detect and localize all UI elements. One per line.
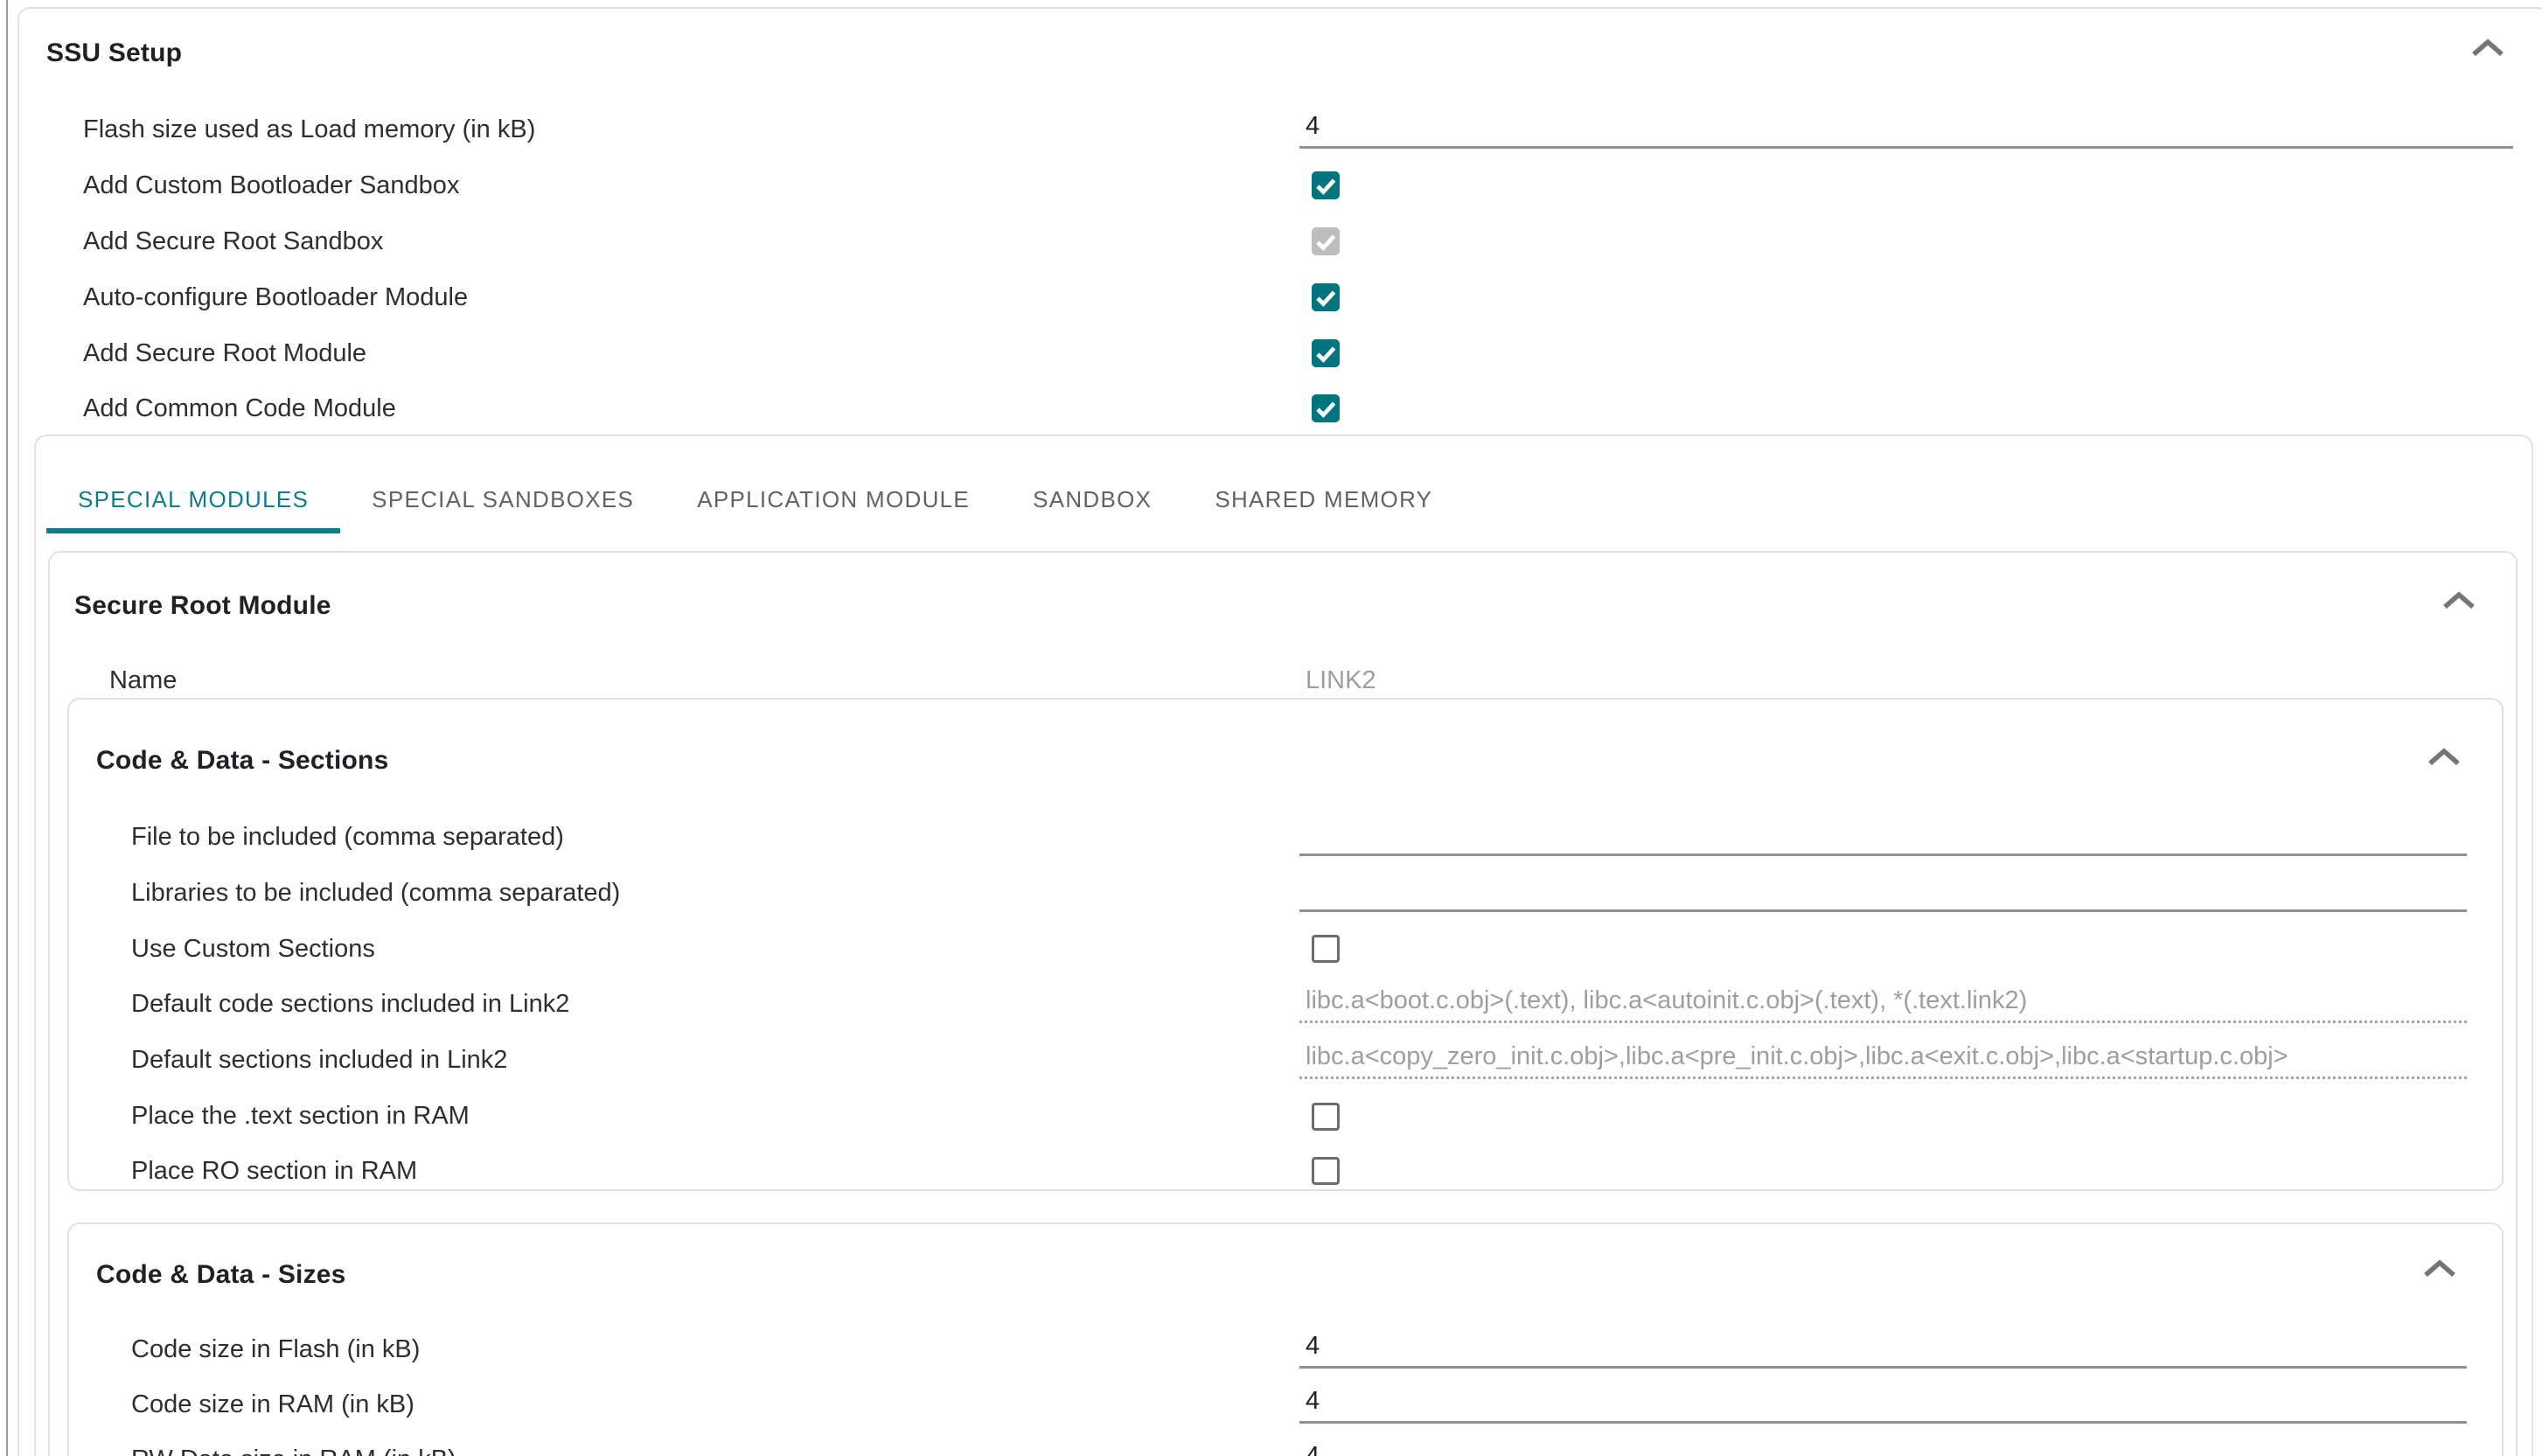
checkbox-checked-icon[interactable] <box>1312 394 1340 422</box>
checkbox-unchecked-icon[interactable] <box>1312 935 1340 963</box>
field-label: Add Common Code Module <box>83 394 396 422</box>
tab-sandbox[interactable]: SANDBOX <box>1033 486 1153 512</box>
name-input-disabled: LINK2 <box>1299 661 2488 703</box>
field-label: Auto-configure Bootloader Module <box>83 283 469 311</box>
code-data-sizes-title: Code & Data - Sizes <box>96 1260 346 1289</box>
checkbox-checked-icon[interactable] <box>1312 339 1340 367</box>
field-label: Add Secure Root Sandbox <box>83 227 384 255</box>
default-sections-input-disabled: libc.a<copy_zero_init.c.obj>,libc.a<pre_… <box>1299 1037 2467 1079</box>
code-size-flash-input[interactable]: 4 <box>1299 1327 2467 1369</box>
field-label: RW Data size in RAM (in kB) <box>131 1445 456 1456</box>
field-label: Flash size used as Load memory (in kB) <box>83 115 536 143</box>
field-label: Add Custom Bootloader Sandbox <box>83 171 460 199</box>
code-data-sections-title: Code & Data - Sections <box>96 746 389 775</box>
code-data-sections-card: Code & Data - Sections File to be includ… <box>67 698 2504 1191</box>
field-label: Code size in RAM (in kB) <box>131 1390 414 1418</box>
field-label: Place RO section in RAM <box>131 1157 418 1185</box>
flash-size-input[interactable]: 4 <box>1299 107 2513 149</box>
code-data-sizes-card: Code & Data - Sizes Code size in Flash (… <box>67 1223 2504 1456</box>
checkbox-unchecked-icon[interactable] <box>1312 1103 1340 1131</box>
tab-bar: SPECIAL MODULES SPECIAL SANDBOXES APPLIC… <box>46 436 1464 533</box>
ssu-setup-title: SSU Setup <box>46 38 183 67</box>
chevron-up-icon[interactable] <box>2469 37 2507 59</box>
code-size-ram-input[interactable]: 4 <box>1299 1382 2467 1424</box>
checkbox-checked-icon[interactable] <box>1312 171 1340 199</box>
tab-shared-memory[interactable]: SHARED MEMORY <box>1215 486 1433 512</box>
default-code-sections-input-disabled: libc.a<boot.c.obj>(.text), libc.a<autoin… <box>1299 981 2467 1023</box>
rw-data-size-ram-input[interactable]: 4 <box>1299 1437 2467 1456</box>
chevron-up-icon[interactable] <box>2425 746 2463 769</box>
field-label: Add Secure Root Module <box>83 339 367 367</box>
field-label: Default code sections included in Link2 <box>131 990 570 1018</box>
panel-divider <box>6 0 8 1456</box>
checkbox-checked-icon[interactable] <box>1312 283 1340 311</box>
chevron-up-icon[interactable] <box>2420 1257 2459 1280</box>
files-included-input[interactable] <box>1299 814 2467 856</box>
field-label: Code size in Flash (in kB) <box>131 1335 421 1363</box>
tab-special-sandboxes[interactable]: SPECIAL SANDBOXES <box>372 486 635 512</box>
checkbox-checked-disabled-icon <box>1312 227 1340 255</box>
libraries-included-input[interactable] <box>1299 870 2467 912</box>
field-label: Place the .text section in RAM <box>131 1102 470 1130</box>
secure-root-module-title: Secure Root Module <box>74 591 331 620</box>
field-label: Use Custom Sections <box>131 935 375 963</box>
field-label: File to be included (comma separated) <box>131 823 564 851</box>
field-label: Libraries to be included (comma separate… <box>131 879 621 907</box>
chevron-up-icon[interactable] <box>2440 589 2478 612</box>
tab-application-module[interactable]: APPLICATION MODULE <box>697 486 971 512</box>
field-label: Default sections included in Link2 <box>131 1046 508 1074</box>
tab-special-modules[interactable]: SPECIAL MODULES <box>46 436 341 533</box>
checkbox-unchecked-icon[interactable] <box>1312 1157 1340 1185</box>
field-label: Name <box>109 666 178 694</box>
